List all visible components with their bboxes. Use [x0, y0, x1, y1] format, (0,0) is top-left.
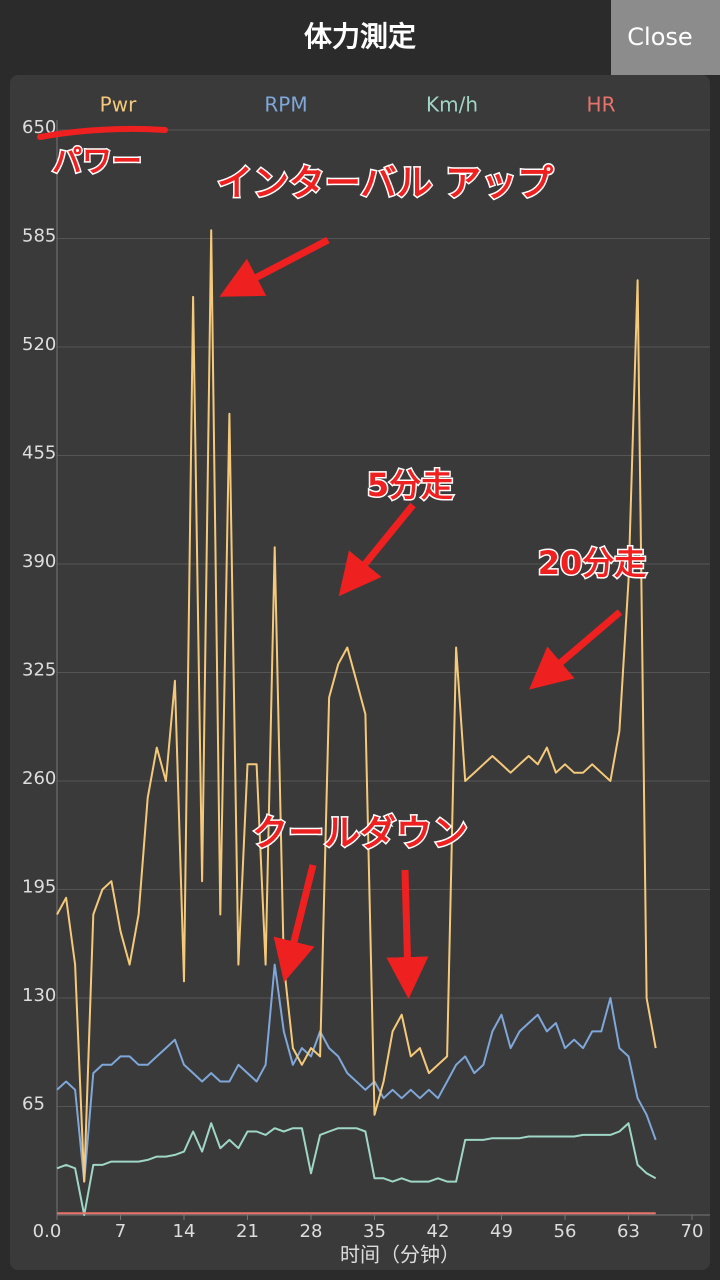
arrow	[529, 609, 623, 690]
x-tick-label: 70	[681, 1221, 704, 1242]
x-tick-label: 0.0	[33, 1221, 62, 1242]
x-tick-label: 21	[236, 1221, 259, 1242]
y-tick-label: 585	[22, 226, 56, 247]
annotation: インターバル アップ	[217, 163, 553, 204]
arrow	[219, 236, 330, 297]
x-tick-label: 28	[300, 1221, 323, 1242]
x-tick-label: 42	[427, 1221, 450, 1242]
x-tick-label: 35	[363, 1221, 386, 1242]
arrow	[273, 864, 317, 983]
y-tick-label: 390	[22, 551, 56, 572]
close-label[interactable]: Close	[627, 23, 692, 51]
scribble	[37, 125, 168, 140]
annotation: 20分走	[538, 544, 647, 582]
y-tick-label: 520	[22, 334, 56, 355]
x-tick-label: 7	[115, 1221, 126, 1242]
x-tick-label: 63	[617, 1221, 640, 1242]
arrows	[219, 236, 623, 999]
legend-entry: Km/h	[426, 93, 478, 117]
arrow	[386, 869, 429, 999]
annotation: パワー	[52, 145, 142, 180]
x-tick-label: 14	[173, 1221, 196, 1242]
y-tick-label: 260	[22, 768, 56, 789]
x-tick-label: 56	[554, 1221, 577, 1242]
top-bar	[0, 0, 720, 75]
x-tick-label: 49	[490, 1221, 513, 1242]
y-tick-label: 325	[22, 660, 56, 681]
y-tick-label: 195	[22, 877, 56, 898]
legend-entry: RPM	[264, 93, 307, 117]
x-axis-label: 时间（分钟）	[340, 1243, 460, 1267]
page-title: 体力測定	[304, 20, 416, 53]
legend-entry: HR	[587, 93, 616, 117]
legend-entry: Pwr	[100, 93, 137, 117]
y-tick-label: 130	[22, 985, 56, 1006]
arrow	[338, 502, 416, 597]
series-line	[56, 229, 657, 1183]
series-line	[56, 1122, 657, 1216]
annotation: 5分走	[367, 466, 453, 504]
annotation: クールダウン	[252, 813, 468, 854]
y-tick-label: 65	[22, 1094, 45, 1115]
series-line	[56, 963, 657, 1183]
y-tick-label: 455	[22, 443, 56, 464]
close-button[interactable]	[611, 0, 720, 75]
